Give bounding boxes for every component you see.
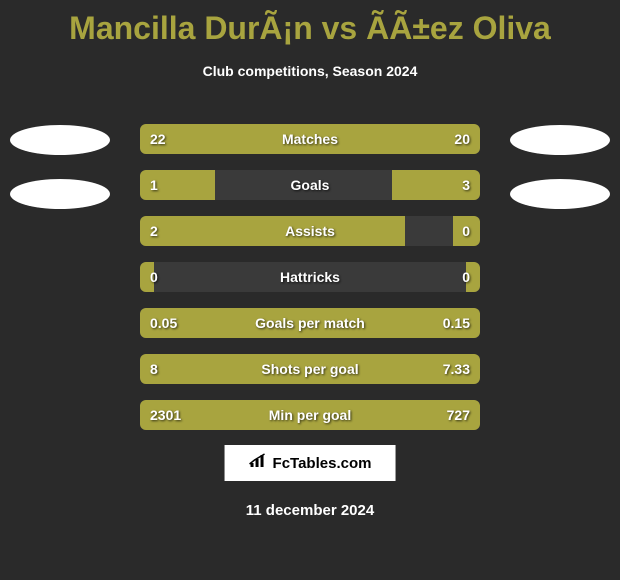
stat-value-right: 0 bbox=[462, 269, 470, 285]
stat-value-right: 3 bbox=[462, 177, 470, 193]
stat-value-left: 0 bbox=[150, 269, 158, 285]
stat-value-right: 0 bbox=[462, 223, 470, 239]
stat-value-left: 1 bbox=[150, 177, 158, 193]
stat-label: Min per goal bbox=[269, 407, 351, 423]
badge-right-1 bbox=[510, 125, 610, 155]
stat-label: Goals bbox=[291, 177, 330, 193]
page-subtitle: Club competitions, Season 2024 bbox=[0, 63, 620, 79]
badge-right-2 bbox=[510, 179, 610, 209]
date-text: 11 december 2024 bbox=[246, 502, 374, 519]
stat-value-left: 8 bbox=[150, 361, 158, 377]
stat-row: 2301 Min per goal 727 bbox=[140, 400, 480, 430]
stat-row: 8 Shots per goal 7.33 bbox=[140, 354, 480, 384]
page-title: Mancilla DurÃ¡n vs ÃÃ±ez Oliva bbox=[0, 0, 620, 47]
stat-bar-left bbox=[140, 216, 405, 246]
stat-value-right: 20 bbox=[454, 131, 470, 147]
stat-value-right: 727 bbox=[447, 407, 470, 423]
badge-left-1 bbox=[10, 125, 110, 155]
footer-attribution: FcTables.com bbox=[225, 445, 396, 481]
stat-row: 22 Matches 20 bbox=[140, 124, 480, 154]
badge-left-2 bbox=[10, 179, 110, 209]
stat-value-left: 0.05 bbox=[150, 315, 177, 331]
stat-label: Shots per goal bbox=[261, 361, 358, 377]
stat-label: Hattricks bbox=[280, 269, 340, 285]
player-right-badges bbox=[510, 125, 610, 209]
stat-row: 1 Goals 3 bbox=[140, 170, 480, 200]
player-left-badges bbox=[10, 125, 110, 209]
stat-value-left: 22 bbox=[150, 131, 166, 147]
stat-row: 0.05 Goals per match 0.15 bbox=[140, 308, 480, 338]
stat-label: Matches bbox=[282, 131, 338, 147]
stats-container: 22 Matches 20 1 Goals 3 2 Assists 0 0 Hattricks 0 0.… bbox=[140, 124, 480, 446]
stat-label: Assists bbox=[285, 223, 335, 239]
stat-value-right: 0.15 bbox=[443, 315, 470, 331]
stat-value-right: 7.33 bbox=[443, 361, 470, 377]
stat-value-left: 2 bbox=[150, 223, 158, 239]
stat-row: 2 Assists 0 bbox=[140, 216, 480, 246]
footer-text: FcTables.com bbox=[273, 455, 372, 472]
stat-row: 0 Hattricks 0 bbox=[140, 262, 480, 292]
chart-icon bbox=[249, 453, 267, 473]
stat-value-left: 2301 bbox=[150, 407, 181, 423]
stat-label: Goals per match bbox=[255, 315, 365, 331]
